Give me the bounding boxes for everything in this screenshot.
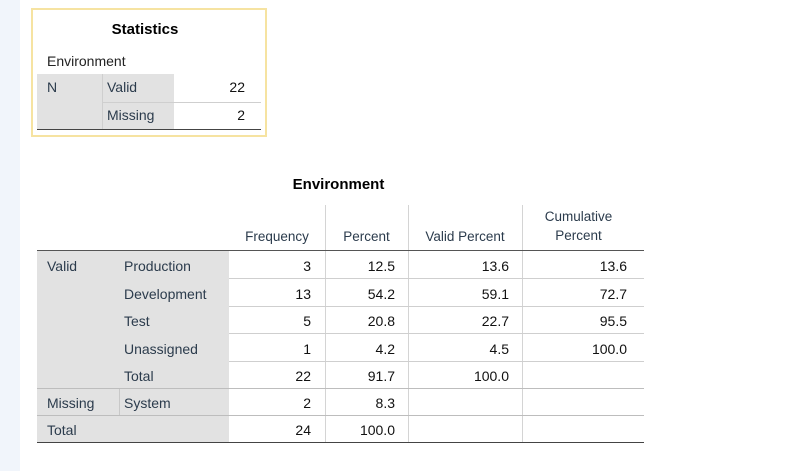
col-divider <box>522 205 523 251</box>
cell-percent: 12.5 <box>367 258 395 274</box>
row-rule <box>229 333 644 334</box>
row-rule <box>37 415 644 416</box>
stats-missing-label: Missing <box>107 107 155 123</box>
cell-frequency: 22 <box>295 368 311 384</box>
stats-n-label: N <box>47 79 58 95</box>
bottom-rule <box>37 442 644 443</box>
cell-cumulative: 13.6 <box>599 258 627 274</box>
cell-percent: 54.2 <box>367 286 395 302</box>
cell-valid-percent: 13.6 <box>481 258 509 274</box>
cell-percent: 91.7 <box>367 368 395 384</box>
row-rule <box>229 278 644 279</box>
statistics-variable-label: Environment <box>47 53 126 69</box>
group-valid-label: Valid <box>47 258 78 274</box>
cell-valid-percent: 100.0 <box>473 368 509 384</box>
header-frequency: Frequency <box>245 229 309 244</box>
statistics-title: Statistics <box>111 21 179 38</box>
cell-percent: 8.3 <box>375 395 395 411</box>
cell-frequency: 3 <box>303 258 311 274</box>
cell-frequency: 13 <box>295 286 311 302</box>
header-rule <box>37 250 644 251</box>
frequency-table[interactable]: Frequency Percent Valid Percent Cumulati… <box>37 200 644 445</box>
row-label-development: Development <box>124 286 207 302</box>
row-label-production: Production <box>124 258 191 274</box>
cell-cumulative: 72.7 <box>599 286 627 302</box>
cell-frequency: 2 <box>303 395 311 411</box>
stats-valid-value: 22 <box>229 79 245 95</box>
col-divider <box>325 205 326 251</box>
cell-frequency: 24 <box>295 422 311 438</box>
cell-valid-percent: 4.5 <box>489 341 509 357</box>
group-total-label: Total <box>47 422 77 438</box>
group-missing-label: Missing <box>47 395 95 411</box>
cell-percent: 4.2 <box>375 341 395 357</box>
cell-valid-percent: 59.1 <box>481 286 509 302</box>
stats-divider <box>102 102 174 103</box>
row-rule <box>37 388 644 389</box>
stats-bottom-rule <box>37 129 261 130</box>
row-label-valid-total: Total <box>124 368 154 384</box>
cell-percent: 20.8 <box>367 313 395 329</box>
frequency-title: Environment <box>292 176 385 193</box>
header-cumulative-line1: Cumulative <box>544 209 613 224</box>
left-gutter <box>0 0 20 471</box>
row-rule <box>229 306 644 307</box>
stats-missing-value: 2 <box>237 107 245 123</box>
col-divider <box>119 389 120 416</box>
cell-frequency: 5 <box>303 313 311 329</box>
col-divider <box>408 205 409 251</box>
stats-divider <box>174 102 261 103</box>
stats-valid-label: Valid <box>107 79 138 95</box>
row-label-test: Test <box>124 313 150 329</box>
cell-cumulative: 100.0 <box>591 341 627 357</box>
row-label-system: System <box>124 395 171 411</box>
cell-percent: 100.0 <box>359 422 395 438</box>
header-valid-percent: Valid Percent <box>425 229 505 244</box>
col-divider <box>522 251 523 443</box>
statistics-table[interactable]: Statistics Environment N Valid 22 Missin… <box>31 8 267 137</box>
col-divider <box>408 251 409 443</box>
header-cumulative-line2: Percent <box>555 228 602 243</box>
statistics-grid: N Valid 22 Missing 2 <box>37 74 261 130</box>
header-percent: Percent <box>343 229 390 244</box>
row-label-unassigned: Unassigned <box>124 341 198 357</box>
cell-frequency: 1 <box>303 341 311 357</box>
cell-cumulative: 95.5 <box>599 313 627 329</box>
cell-valid-percent: 22.7 <box>481 313 509 329</box>
row-header-bg <box>37 251 229 443</box>
row-rule <box>229 361 644 362</box>
col-divider <box>325 251 326 443</box>
